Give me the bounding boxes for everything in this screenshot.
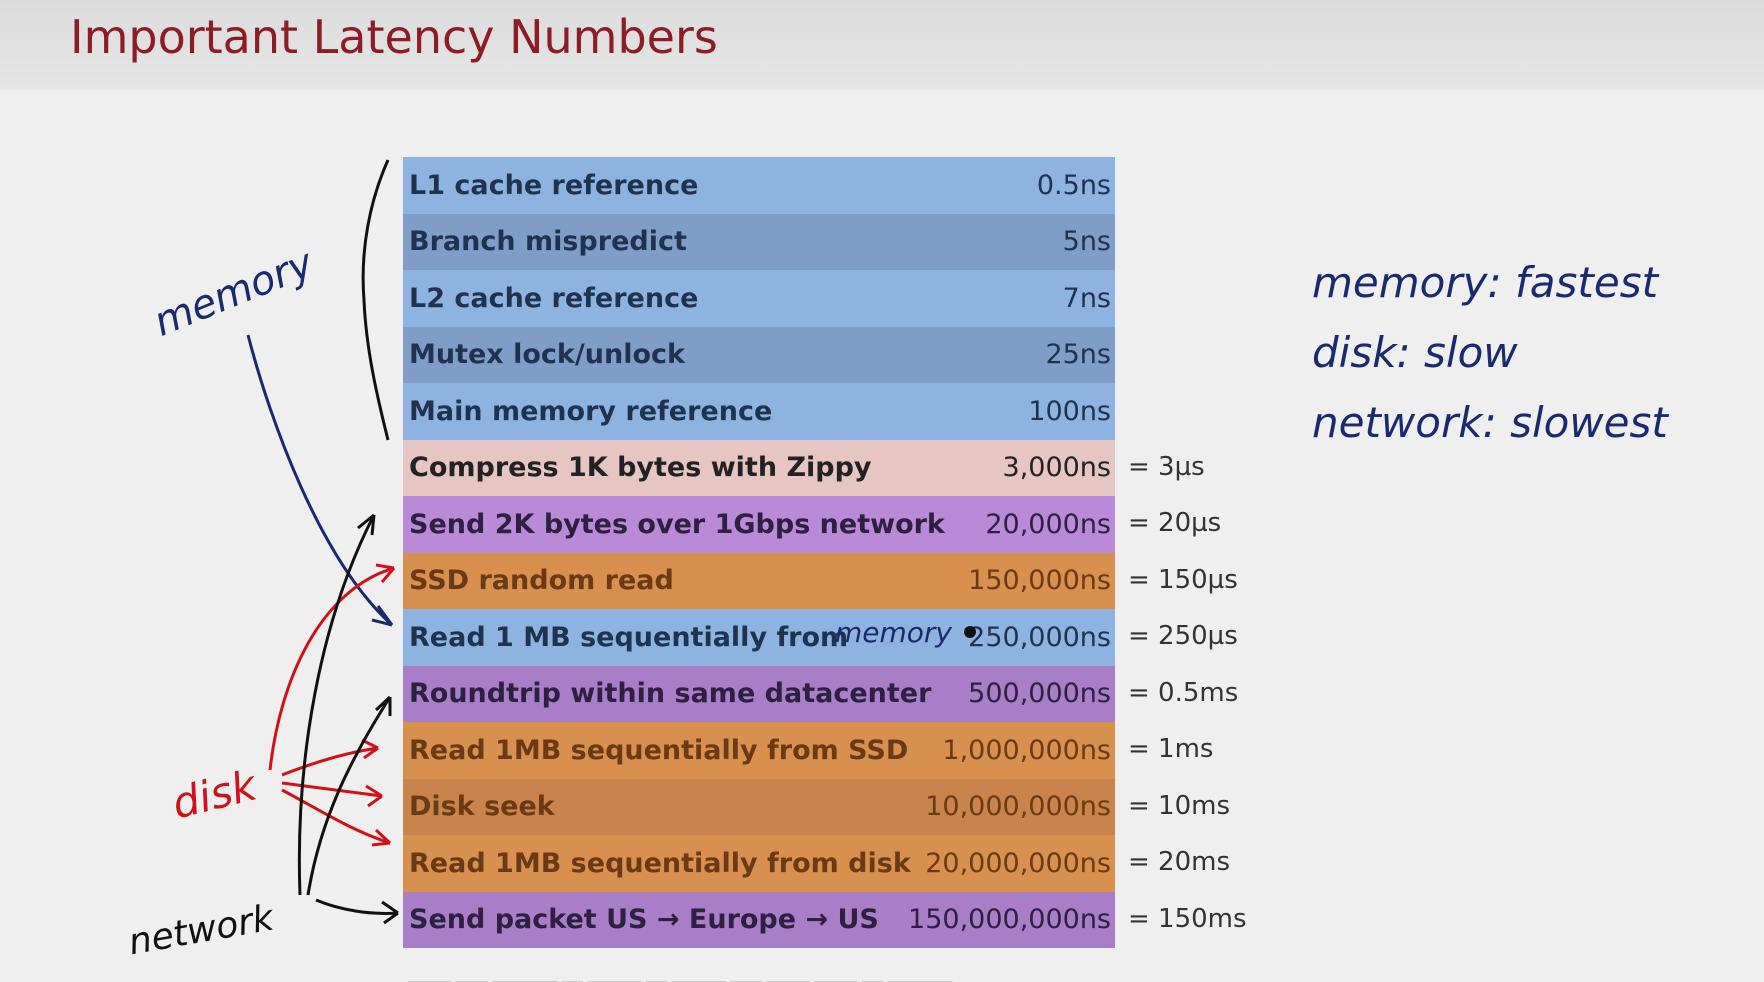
latency-row: Mutex lock/unlock 25ns <box>403 326 1115 383</box>
latency-row: Compress 1K bytes with Zippy 3,000ns <box>403 439 1115 496</box>
latency-label: Read 1 MB sequentially from <box>409 621 849 653</box>
network-arrow-1 <box>297 514 376 896</box>
latency-table: L1 cache reference 0.5ns Branch mispredict… <box>403 157 1115 948</box>
latency-value: 3,000ns <box>1002 452 1111 484</box>
network-arrow-3 <box>315 898 399 915</box>
latency-value: 10,000,000ns <box>925 791 1111 823</box>
latency-row: Read 1MB sequentially from SSD 1,000,000n… <box>403 722 1115 779</box>
right-note-disk: disk: slow <box>1312 328 1518 377</box>
latency-label: L1 cache reference <box>409 169 699 201</box>
network-arrow-2 <box>306 696 392 896</box>
memory-inline-annotation: memory <box>835 616 952 649</box>
latency-row: Disk seek 10,000,000ns <box>403 778 1115 835</box>
converted-value: = 20ms <box>1128 847 1231 877</box>
right-note-memory: memory: fastest <box>1312 258 1659 307</box>
latency-label: L2 cache reference <box>409 282 699 314</box>
converted-value: = 250µs <box>1128 621 1238 651</box>
converted-value: = 10ms <box>1128 790 1231 821</box>
latency-value: 150,000ns <box>968 565 1111 597</box>
latency-label: Branch mispredict <box>409 226 687 258</box>
latency-row: Main memory reference 100ns <box>403 383 1115 440</box>
latency-row: Read 1MB sequentially from disk 20,000,00… <box>403 835 1115 892</box>
converted-value: = 0.5ms <box>1128 677 1239 708</box>
latency-value: 25ns <box>1045 339 1111 371</box>
latency-value: 500,000ns <box>968 678 1111 710</box>
latency-row: L1 cache reference 0.5ns <box>403 157 1115 214</box>
latency-label: Compress 1K bytes with Zippy <box>409 452 872 484</box>
converted-value: = 3µs <box>1128 451 1205 482</box>
latency-value: 1,000,000ns <box>942 734 1111 766</box>
latency-value: 20,000ns <box>985 508 1111 540</box>
latency-row: L2 cache reference 7ns <box>403 270 1115 327</box>
latency-value: 0.5ns <box>1036 169 1111 201</box>
latency-row: Roundtrip within same datacenter 500,000n… <box>403 665 1115 722</box>
latency-label: Roundtrip within same datacenter <box>409 678 932 710</box>
latency-value: 7ns <box>1062 282 1111 314</box>
converted-value: = 150µs <box>1128 564 1238 595</box>
latency-value: 250,000ns <box>968 621 1111 653</box>
latency-value: 20,000,000ns <box>925 847 1111 879</box>
disk-arrow-1 <box>281 746 379 777</box>
latency-row: Send 2K bytes over 1Gbps network 20,000ns <box>403 496 1115 553</box>
converted-value: = 20µs <box>1128 508 1222 538</box>
right-note-network: network: slowest <box>1312 398 1668 447</box>
disk-arrow-3 <box>281 788 391 845</box>
latency-label: Main memory reference <box>409 395 773 427</box>
disk-arrow-ssd <box>268 566 395 771</box>
latency-label: Send 2K bytes over 1Gbps network <box>409 508 945 540</box>
latency-label: Disk seek <box>409 791 555 823</box>
latency-label: Read 1MB sequentially from disk <box>409 847 911 879</box>
memory-bracket <box>361 159 390 441</box>
latency-label: Read 1MB sequentially from SSD <box>409 734 909 766</box>
converted-value: = 1ms <box>1128 734 1214 764</box>
footnote: ▁▁▁▁ ▁▁▁ ▁▁▁▁▁▁ ▁▁ ▁▁▁▁▁ ▁▁ ▁▁▁▁▁ ▁▁▁ ▁▁… <box>408 968 953 982</box>
converted-value: = 150ms <box>1128 903 1247 934</box>
latency-value: 100ns <box>1028 395 1111 427</box>
slide-title: Important Latency Numbers <box>70 10 718 64</box>
latency-row: Branch mispredict 5ns <box>403 213 1115 270</box>
latency-row: SSD random read 150,000ns <box>403 552 1115 609</box>
memory-arrow <box>246 334 394 627</box>
latency-value: 5ns <box>1062 226 1111 258</box>
latency-label: Send packet US → Europe → US <box>409 904 879 936</box>
slide-header: Important Latency Numbers <box>0 0 1764 90</box>
latency-label: SSD random read <box>409 565 674 597</box>
latency-row: Send packet US → Europe → US 150,000,000n… <box>403 891 1115 948</box>
cursor-dot <box>964 626 976 638</box>
disk-arrow-2 <box>281 781 383 798</box>
latency-value: 150,000,000ns <box>908 904 1111 936</box>
latency-label: Mutex lock/unlock <box>409 339 685 371</box>
latency-row: Read 1 MB sequentially from 250,000ns <box>403 609 1115 666</box>
